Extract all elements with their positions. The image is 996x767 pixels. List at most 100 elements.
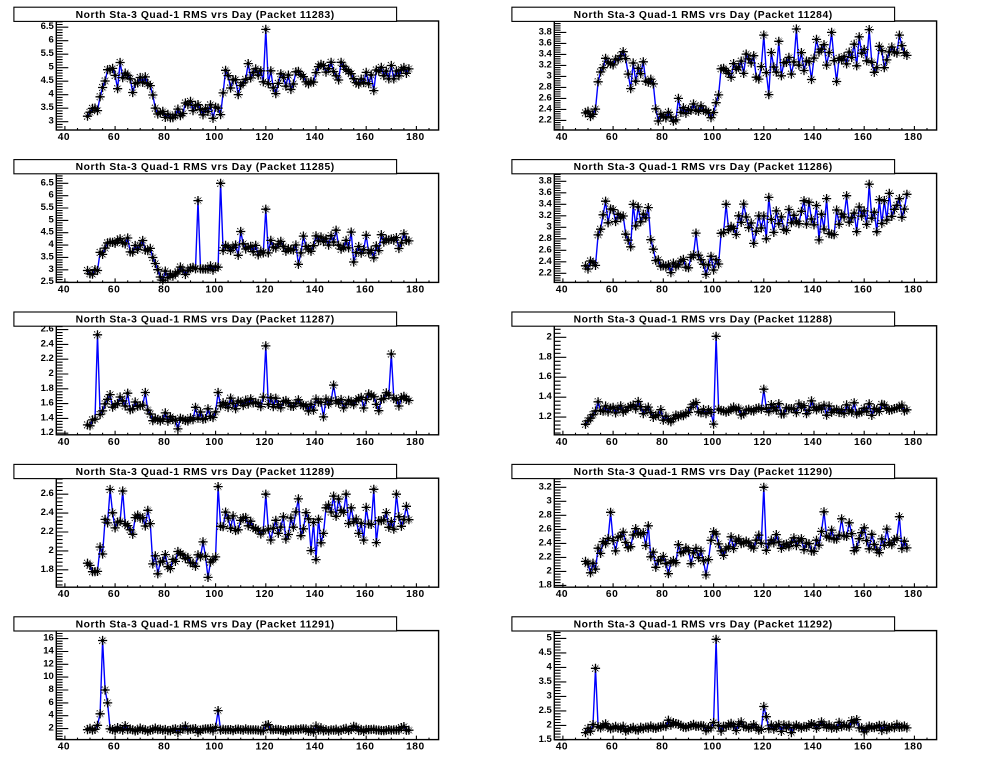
svg-text:4: 4 bbox=[49, 710, 55, 721]
svg-text:16: 16 bbox=[43, 633, 54, 644]
svg-text:12: 12 bbox=[43, 658, 54, 669]
svg-text:3.2: 3.2 bbox=[539, 59, 552, 70]
svg-text:40: 40 bbox=[58, 284, 70, 295]
svg-text:60: 60 bbox=[108, 284, 120, 295]
svg-text:5.5: 5.5 bbox=[41, 202, 55, 213]
svg-text:2.2: 2.2 bbox=[41, 526, 54, 537]
svg-text:2.4: 2.4 bbox=[41, 507, 55, 518]
svg-text:180: 180 bbox=[904, 742, 923, 753]
svg-text:3: 3 bbox=[547, 221, 552, 232]
svg-text:40: 40 bbox=[556, 284, 568, 295]
svg-text:60: 60 bbox=[108, 742, 120, 753]
svg-text:North Sta-3 Quad-1 RMS vrs Day: North Sta-3 Quad-1 RMS vrs Day (Packet 1… bbox=[76, 619, 335, 630]
svg-text:2.8: 2.8 bbox=[539, 509, 552, 520]
svg-text:80: 80 bbox=[656, 589, 668, 600]
svg-text:3.8: 3.8 bbox=[539, 175, 552, 186]
svg-text:2: 2 bbox=[547, 719, 552, 730]
svg-text:4.5: 4.5 bbox=[41, 75, 55, 86]
svg-text:2.6: 2.6 bbox=[539, 244, 552, 255]
svg-text:North Sta-3 Quad-1 RMS vrs Day: North Sta-3 Quad-1 RMS vrs Day (Packet 1… bbox=[76, 10, 335, 21]
svg-text:2.4: 2.4 bbox=[41, 338, 55, 349]
svg-text:80: 80 bbox=[656, 742, 668, 753]
svg-text:10: 10 bbox=[43, 671, 54, 682]
svg-text:100: 100 bbox=[703, 742, 722, 753]
svg-text:1.8: 1.8 bbox=[539, 579, 552, 590]
svg-text:80: 80 bbox=[158, 589, 170, 600]
svg-text:40: 40 bbox=[556, 589, 568, 600]
svg-text:3.5: 3.5 bbox=[41, 251, 55, 262]
svg-text:180: 180 bbox=[406, 284, 425, 295]
svg-text:60: 60 bbox=[108, 132, 120, 143]
svg-text:140: 140 bbox=[306, 284, 325, 295]
svg-text:100: 100 bbox=[205, 742, 224, 753]
svg-text:2.2: 2.2 bbox=[539, 551, 552, 562]
svg-text:60: 60 bbox=[606, 742, 618, 753]
svg-text:3.4: 3.4 bbox=[539, 198, 553, 209]
svg-text:North Sta-3 Quad-1 RMS vrs Day: North Sta-3 Quad-1 RMS vrs Day (Packet 1… bbox=[574, 467, 833, 478]
svg-text:160: 160 bbox=[356, 132, 375, 143]
svg-text:120: 120 bbox=[256, 132, 275, 143]
svg-text:3.5: 3.5 bbox=[539, 676, 553, 687]
svg-text:2.6: 2.6 bbox=[41, 324, 54, 335]
svg-text:60: 60 bbox=[606, 437, 618, 448]
svg-text:60: 60 bbox=[606, 132, 618, 143]
svg-text:North Sta-3 Quad-1 RMS vrs Day: North Sta-3 Quad-1 RMS vrs Day (Packet 1… bbox=[574, 10, 833, 21]
svg-text:6.5: 6.5 bbox=[41, 21, 55, 32]
svg-text:60: 60 bbox=[108, 589, 120, 600]
svg-text:2: 2 bbox=[49, 368, 54, 379]
svg-text:4: 4 bbox=[547, 661, 553, 672]
svg-text:120: 120 bbox=[256, 437, 275, 448]
svg-text:140: 140 bbox=[804, 284, 823, 295]
svg-text:3: 3 bbox=[547, 70, 552, 81]
svg-text:100: 100 bbox=[703, 132, 722, 143]
svg-text:2.4: 2.4 bbox=[539, 103, 553, 114]
svg-text:3: 3 bbox=[547, 690, 552, 701]
svg-text:1.8: 1.8 bbox=[41, 564, 54, 575]
svg-text:5: 5 bbox=[49, 214, 55, 225]
svg-text:5.5: 5.5 bbox=[41, 48, 55, 59]
svg-text:120: 120 bbox=[754, 742, 773, 753]
svg-text:North Sta-3 Quad-1 RMS vrs Day: North Sta-3 Quad-1 RMS vrs Day (Packet 1… bbox=[574, 315, 833, 326]
svg-text:160: 160 bbox=[356, 742, 375, 753]
svg-text:120: 120 bbox=[754, 284, 773, 295]
svg-text:100: 100 bbox=[205, 132, 224, 143]
svg-text:1.4: 1.4 bbox=[539, 391, 553, 402]
svg-text:2: 2 bbox=[49, 545, 54, 556]
svg-text:4: 4 bbox=[49, 239, 55, 250]
svg-text:100: 100 bbox=[703, 284, 722, 295]
svg-text:3.4: 3.4 bbox=[539, 48, 553, 59]
svg-text:North Sta-3 Quad-1 RMS vrs Day: North Sta-3 Quad-1 RMS vrs Day (Packet 1… bbox=[574, 619, 833, 630]
svg-text:120: 120 bbox=[754, 132, 773, 143]
svg-text:160: 160 bbox=[854, 437, 873, 448]
svg-text:160: 160 bbox=[854, 132, 873, 143]
svg-text:North Sta-3 Quad-1 RMS vrs Day: North Sta-3 Quad-1 RMS vrs Day (Packet 1… bbox=[76, 467, 335, 478]
svg-text:140: 140 bbox=[804, 437, 823, 448]
svg-text:160: 160 bbox=[356, 437, 375, 448]
svg-text:40: 40 bbox=[556, 742, 568, 753]
svg-text:1.8: 1.8 bbox=[539, 351, 552, 362]
svg-text:40: 40 bbox=[58, 742, 70, 753]
svg-text:180: 180 bbox=[904, 284, 923, 295]
svg-text:180: 180 bbox=[406, 132, 425, 143]
svg-text:140: 140 bbox=[306, 589, 325, 600]
svg-text:6: 6 bbox=[49, 697, 54, 708]
svg-text:100: 100 bbox=[205, 589, 224, 600]
svg-text:3.5: 3.5 bbox=[41, 102, 55, 113]
svg-text:2: 2 bbox=[547, 565, 552, 576]
svg-text:3: 3 bbox=[49, 116, 54, 127]
svg-text:2: 2 bbox=[547, 331, 552, 342]
svg-text:160: 160 bbox=[854, 284, 873, 295]
svg-text:2.4: 2.4 bbox=[539, 537, 553, 548]
svg-text:1.8: 1.8 bbox=[41, 383, 54, 394]
svg-text:140: 140 bbox=[804, 742, 823, 753]
svg-text:120: 120 bbox=[754, 589, 773, 600]
svg-text:2.8: 2.8 bbox=[539, 81, 552, 92]
svg-text:100: 100 bbox=[205, 437, 224, 448]
svg-text:2.6: 2.6 bbox=[539, 92, 552, 103]
svg-text:3.6: 3.6 bbox=[539, 187, 552, 198]
svg-text:40: 40 bbox=[556, 132, 568, 143]
svg-text:120: 120 bbox=[256, 284, 275, 295]
svg-text:40: 40 bbox=[556, 437, 568, 448]
svg-text:80: 80 bbox=[158, 437, 170, 448]
svg-text:2.8: 2.8 bbox=[539, 233, 552, 244]
